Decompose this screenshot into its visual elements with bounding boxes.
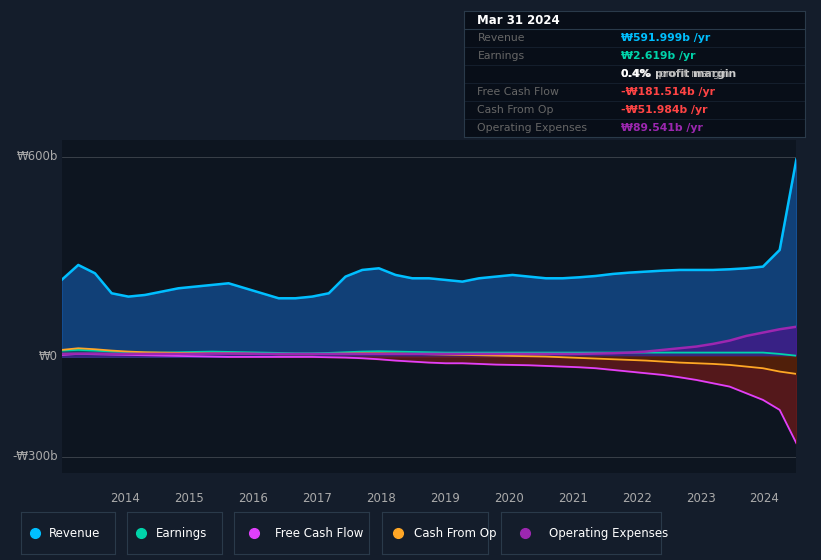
- Text: Revenue: Revenue: [478, 33, 525, 43]
- Text: ₩2.619b /yr: ₩2.619b /yr: [621, 51, 695, 61]
- Text: 2024: 2024: [750, 492, 779, 505]
- Text: ₩591.999b /yr: ₩591.999b /yr: [621, 33, 710, 43]
- Text: Mar 31 2024: Mar 31 2024: [478, 13, 560, 27]
- Text: 2018: 2018: [366, 492, 396, 505]
- Text: Cash From Op: Cash From Op: [478, 105, 554, 115]
- Text: ₩600b: ₩600b: [16, 150, 58, 163]
- Text: Operating Expenses: Operating Expenses: [478, 123, 588, 133]
- Text: 2020: 2020: [494, 492, 524, 505]
- Text: -₩51.984b /yr: -₩51.984b /yr: [621, 105, 707, 115]
- Text: 0.4% profit margin: 0.4% profit margin: [621, 69, 736, 79]
- Text: ₩0: ₩0: [39, 350, 58, 363]
- Text: Free Cash Flow: Free Cash Flow: [478, 87, 559, 97]
- Text: Free Cash Flow: Free Cash Flow: [274, 527, 363, 540]
- Text: 2023: 2023: [686, 492, 715, 505]
- Text: 2014: 2014: [111, 492, 140, 505]
- Text: -₩300b: -₩300b: [12, 450, 58, 463]
- Text: 2016: 2016: [238, 492, 268, 505]
- Text: Revenue: Revenue: [49, 527, 100, 540]
- Text: 2015: 2015: [175, 492, 204, 505]
- Text: Earnings: Earnings: [478, 51, 525, 61]
- Text: Operating Expenses: Operating Expenses: [549, 527, 668, 540]
- Text: -₩181.514b /yr: -₩181.514b /yr: [621, 87, 714, 97]
- Text: 0.4%: 0.4%: [621, 69, 651, 79]
- Text: Cash From Op: Cash From Op: [414, 527, 496, 540]
- Text: 2017: 2017: [302, 492, 332, 505]
- Text: 2019: 2019: [430, 492, 460, 505]
- Text: profit margin: profit margin: [654, 69, 729, 79]
- Text: Earnings: Earnings: [156, 527, 207, 540]
- Text: 2022: 2022: [621, 492, 652, 505]
- Text: ₩89.541b /yr: ₩89.541b /yr: [621, 123, 703, 133]
- Text: 2021: 2021: [557, 492, 588, 505]
